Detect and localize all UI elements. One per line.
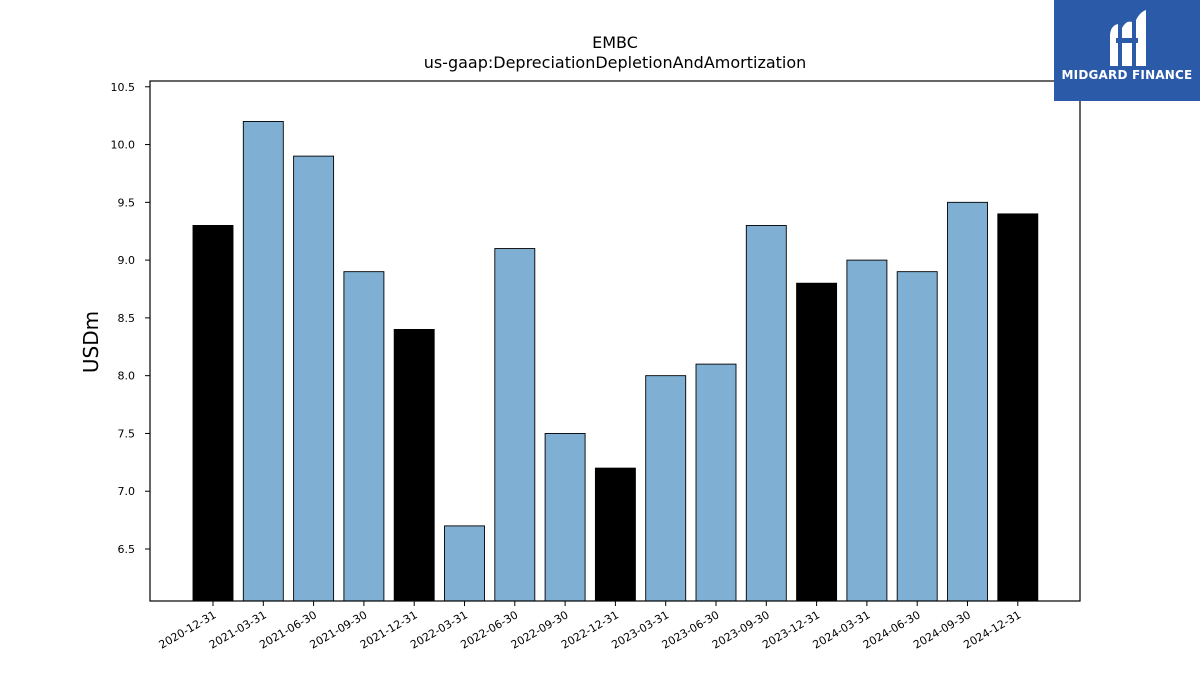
y-axis-label: USDm [79,311,103,373]
bar-2024-06-30 [896,271,938,602]
y-tick-label: 7.5 [118,427,136,440]
y-tick-label: 8.0 [118,370,136,383]
bar-2021-09-30 [343,271,385,602]
x-ticks-group: 2020-12-312021-03-312021-06-302021-09-30… [157,601,1023,652]
bar-2023-06-30 [695,363,737,602]
bar-2022-06-30 [494,248,536,602]
y-tick-label: 9.0 [118,254,136,267]
brand-logo: MIDGARD FINANCE [1054,0,1200,101]
y-tick-label: 6.5 [118,543,136,556]
bar-2021-12-31 [393,328,435,602]
logo-mark-icon [1110,10,1146,67]
bar-2021-06-30 [293,155,335,602]
bar-2020-12-31 [192,224,234,602]
bar-2022-09-30 [544,432,586,602]
bar-2022-12-31 [594,467,636,602]
bar-2024-09-30 [947,201,988,602]
y-tick-label: 10.5 [111,81,136,94]
bar-2021-03-31 [242,120,284,602]
bar-2023-09-30 [745,224,787,602]
chart-title: EMBC [592,33,638,52]
y-tick-label: 9.5 [118,196,136,209]
y-tick-label: 7.0 [118,485,136,498]
bar-2023-12-31 [796,282,838,602]
y-ticks-group: 6.5 7.0 7.5 8.0 8.5 9.0 9.5 10.0 10.5 [111,81,150,556]
y-tick-label: 8.5 [118,312,136,325]
bar-2024-03-31 [846,259,888,602]
y-tick-label: 10.0 [111,139,136,152]
bars-group [192,120,1039,602]
chart-subtitle: us-gaap:DepreciationDepletionAndAmortiza… [424,53,807,72]
plot-frame [149,80,1081,602]
x-tick-label: 2024-12-31 [961,608,1023,651]
bar-2022-03-31 [444,525,485,602]
bar-2023-03-31 [645,375,687,602]
bar-2024-12-31 [997,213,1039,602]
logo-text: MIDGARD FINANCE [1061,68,1193,82]
